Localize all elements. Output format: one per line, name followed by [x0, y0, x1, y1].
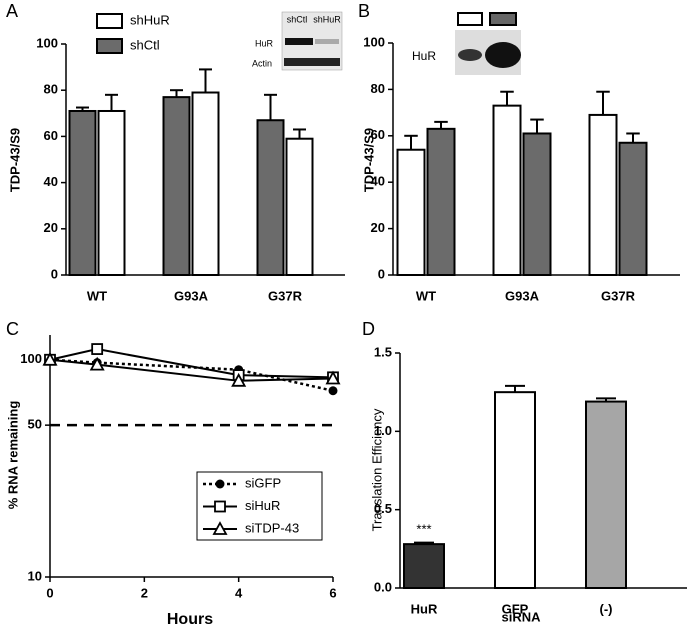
inset-label: HuR: [255, 38, 274, 48]
x-tick-label: 2: [141, 585, 148, 600]
y-tick-label: 100: [363, 34, 385, 49]
bar: [97, 109, 126, 276]
y-tick-label: 0.5: [374, 501, 392, 516]
inset-label: Actin: [252, 58, 272, 68]
y-tick-label: 20: [371, 220, 385, 235]
bar: [191, 91, 220, 277]
y-tick-label: 20: [44, 220, 58, 235]
marker: [89, 356, 105, 371]
legend-label: siGFP: [245, 475, 281, 490]
panel-label: D: [362, 319, 375, 339]
bar: [522, 132, 552, 276]
marker: [91, 343, 104, 355]
legend-label: siHuR: [245, 498, 280, 513]
panel-label: C: [6, 319, 19, 339]
y-tick-label: 1.5: [374, 344, 392, 359]
y-axis-label: Translation Efficiency: [369, 408, 384, 531]
bar: [588, 113, 618, 276]
x-tick-label: WT: [87, 288, 107, 303]
x-tick-label: (-): [600, 601, 613, 616]
bar: [256, 119, 285, 277]
x-tick-label: G37R: [601, 288, 636, 303]
y-tick-label: 60: [371, 127, 385, 142]
bar: [426, 127, 456, 276]
marker: [231, 372, 247, 387]
x-tick-label: G93A: [505, 288, 540, 303]
y-tick-label: 80: [44, 82, 58, 97]
annotation: ***: [416, 522, 431, 537]
line: [49, 358, 334, 382]
legend-marker: [215, 479, 225, 489]
y-axis-label: TDP-43/S9: [361, 128, 376, 192]
y-tick-label: 0: [378, 266, 385, 281]
inset-blot-a: [281, 11, 343, 71]
y-tick-label: 0.0: [374, 579, 392, 594]
x-tick-label: G93A: [174, 288, 209, 303]
line: [49, 348, 334, 379]
bar: [68, 109, 97, 276]
x-tick-label: 0: [46, 585, 53, 600]
legend-swatch: [96, 13, 123, 29]
inset-label: shCtl: [287, 14, 308, 24]
x-tick-label: HuR: [411, 601, 438, 616]
bar: [585, 400, 627, 590]
y-tick-label: 100: [36, 35, 58, 50]
y-tick-label: 60: [44, 128, 58, 143]
y-tick-label: 10: [28, 568, 42, 583]
bar: [162, 96, 191, 276]
bar: [285, 137, 314, 276]
legend-marker: [214, 500, 226, 513]
x-tick-label: G37R: [268, 288, 303, 303]
marker: [328, 386, 338, 396]
y-tick-label: 40: [44, 174, 58, 189]
y-axis-label: TDP-43/S9: [7, 128, 22, 192]
y-tick-label: 1.0: [374, 423, 392, 438]
bar: [618, 141, 648, 276]
bar: [396, 148, 426, 276]
x-axis-label: siRNA: [501, 609, 541, 624]
legend-label: shCtl: [130, 37, 160, 52]
legend-swatch: [96, 38, 123, 54]
y-axis-label: % RNA remaining: [5, 401, 20, 510]
marker: [325, 370, 341, 385]
inset-blot-b: [455, 12, 521, 75]
legend-label: siTDP-43: [245, 520, 299, 535]
inset-label: HuR: [412, 49, 436, 63]
panel-label: B: [358, 1, 370, 21]
y-tick-label: 0: [51, 266, 58, 281]
y-tick-label: 100: [20, 351, 42, 366]
legend-label: shHuR: [130, 12, 170, 27]
bar: [494, 391, 536, 589]
inset-label: shHuR: [313, 14, 341, 24]
bar: [492, 104, 522, 276]
y-tick-label: 50: [28, 417, 42, 432]
y-tick-label: 80: [371, 81, 385, 96]
y-tick-label: 40: [371, 174, 385, 189]
panel-label: A: [6, 1, 18, 21]
x-tick-label: 6: [329, 585, 336, 600]
x-tick-label: WT: [416, 288, 436, 303]
x-tick-label: GFP: [502, 601, 529, 616]
legend-marker: [212, 521, 228, 535]
marker: [42, 351, 58, 366]
x-tick-label: 4: [235, 585, 243, 600]
bar: [403, 543, 445, 590]
x-axis-label: Hours: [167, 611, 213, 628]
